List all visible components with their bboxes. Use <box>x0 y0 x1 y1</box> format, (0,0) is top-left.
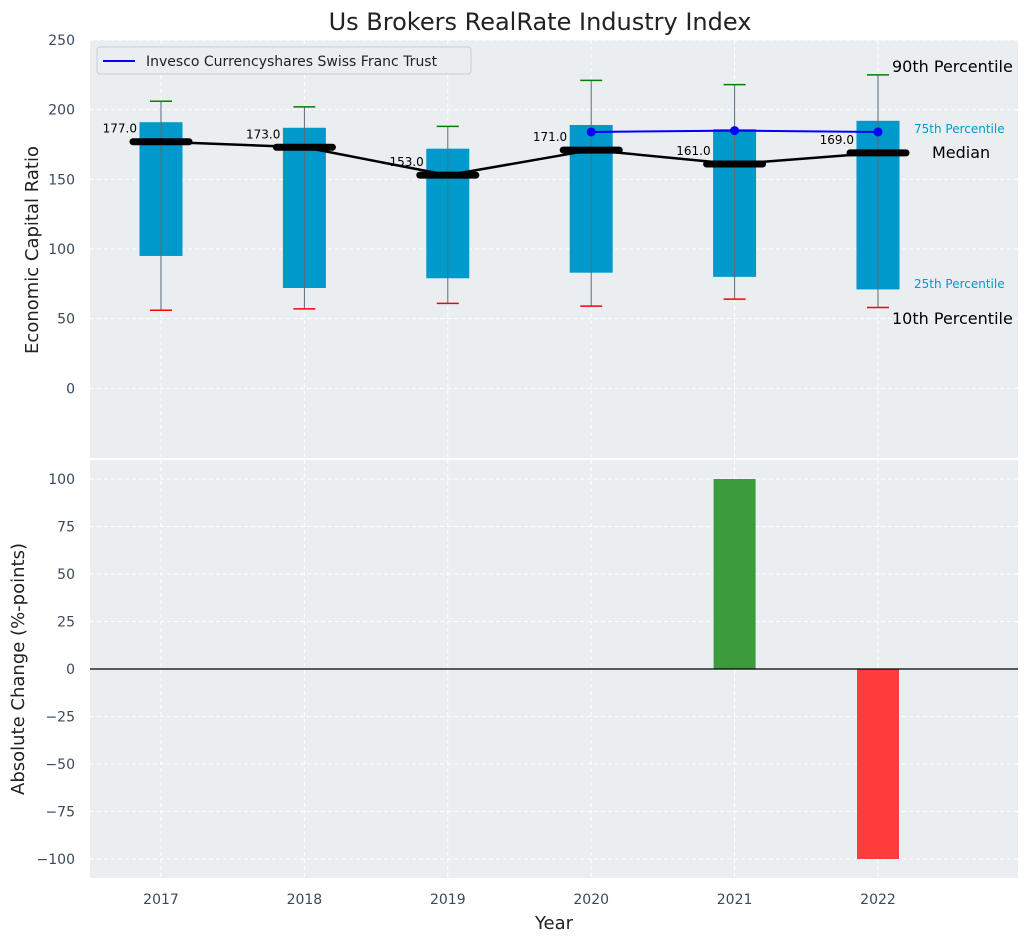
bottom-y-tick-label: −75 <box>45 805 75 821</box>
median-value-label: 177.0 <box>103 122 137 136</box>
bottom-y-tick-label: −25 <box>45 710 75 726</box>
median-value-label: 169.0 <box>820 133 854 147</box>
top-y-tick-label: 250 <box>48 33 75 49</box>
top-marks: 177.0 173.0 153.0 171.0 161.0 169.0 <box>103 74 910 312</box>
chart-title: Us Brokers RealRate Industry Index <box>329 8 752 36</box>
company-point <box>730 126 740 136</box>
x-tick-label: 2018 <box>287 892 323 908</box>
x-axis-title: Year <box>534 913 574 934</box>
annotation-p25: 25th Percentile <box>914 277 1005 291</box>
top-y-axis-title: Economic Capital Ratio <box>22 146 43 354</box>
top-y-tick-label: 0 <box>66 381 75 397</box>
x-tick-label: 2022 <box>860 892 896 908</box>
bottom-y-tick-label: 25 <box>57 615 75 631</box>
bottom-y-tick-label: −100 <box>37 852 75 868</box>
company-point <box>873 127 883 137</box>
legend-box <box>96 46 472 75</box>
top-y-tick-label: 200 <box>48 103 75 119</box>
annotation-p10: 10th Percentile <box>892 309 1013 328</box>
bottom-marks <box>90 479 1018 859</box>
median-value-label: 153.0 <box>389 155 423 169</box>
top-y-tick-label: 50 <box>57 312 75 328</box>
median-value-label: 171.0 <box>533 130 567 144</box>
bottom-y-axis-title: Absolute Change (%-points) <box>8 543 29 795</box>
top-grid <box>90 39 1018 458</box>
top-y-tick-label: 150 <box>48 172 75 188</box>
company-point <box>586 127 596 137</box>
bottom-y-tick-label: 50 <box>57 567 75 583</box>
bottom-y-tick-label: 100 <box>48 472 75 488</box>
bottom-y-tick-label: 0 <box>66 662 75 678</box>
change-bar <box>857 669 899 859</box>
top-y-tick-label: 100 <box>48 242 75 258</box>
median-value-label: 161.0 <box>676 144 710 158</box>
x-tick-label: 2017 <box>143 892 179 908</box>
annotation-median: Median <box>932 143 990 162</box>
change-bar <box>713 479 756 669</box>
legend-label: Invesco Currencyshares Swiss Franc Trust <box>146 54 438 70</box>
top-y-ticks: 0 50 100 150 200 250 <box>48 33 75 397</box>
x-tick-label: 2020 <box>573 892 609 908</box>
annotation-p90: 90th Percentile <box>892 57 1013 76</box>
x-tick-label: 2021 <box>717 892 753 908</box>
x-tick-label: 2019 <box>430 892 466 908</box>
bottom-y-tick-label: −50 <box>45 757 75 773</box>
annotation-p75: 75th Percentile <box>914 122 1005 136</box>
median-value-label: 173.0 <box>246 127 280 141</box>
bottom-y-tick-label: 75 <box>57 520 75 536</box>
legend: Invesco Currencyshares Swiss Franc Trust <box>96 46 472 75</box>
bottom-y-ticks: −100 −75 −50 −25 0 25 50 75 100 <box>37 472 75 868</box>
x-ticks: 2017 2018 2019 2020 2021 2022 <box>143 892 896 908</box>
